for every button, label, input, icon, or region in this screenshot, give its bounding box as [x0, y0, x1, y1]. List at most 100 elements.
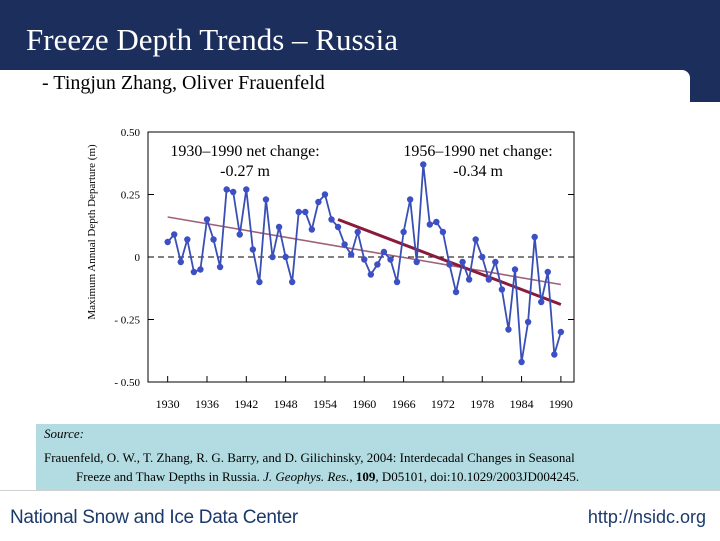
y-tick-label: 0.25 — [121, 190, 141, 202]
y-axis-label: Maximum Annual Depth Departure (m) — [86, 144, 98, 320]
data-point — [256, 278, 263, 286]
data-point — [551, 351, 558, 358]
data-point — [439, 228, 447, 236]
x-tick-label: 1948 — [274, 397, 298, 411]
footer: National Snow and Ice Data Center http:/… — [0, 490, 720, 541]
data-point — [387, 256, 394, 263]
data-point — [511, 266, 519, 273]
data-point — [531, 233, 538, 241]
citation-text: Frauenfeld, O. W., T. Zhang, R. G. Barry… — [44, 448, 714, 486]
data-point — [452, 288, 460, 296]
x-tick-label: 1984 — [510, 397, 534, 411]
data-point — [334, 223, 342, 231]
data-point — [243, 186, 250, 193]
y-axis-ticks: 0.50 0.25 0 - 0.25 - 0.50 — [114, 127, 574, 389]
slide-title: Freeze Depth Trends – Russia — [26, 22, 398, 57]
data-point — [524, 318, 532, 326]
data-point — [406, 196, 414, 203]
x-axis-ticks: 1930 1936 1942 1948 1954 1960 1966 1972 1978 1984… — [156, 376, 573, 411]
source-citation: Source: Frauenfeld, O. W., T. Zhang, R. … — [36, 424, 720, 490]
data-point — [308, 226, 316, 233]
citation-doi: , D05101, doi:10.1029/2003JD004245. — [375, 469, 580, 484]
citation-title-end: Freeze and Thaw Depths in Russia. — [76, 469, 264, 484]
citation-sep: , — [349, 469, 356, 484]
data-point — [420, 161, 427, 168]
data-point — [485, 276, 492, 283]
data-point — [223, 186, 230, 193]
data-point — [171, 231, 178, 238]
x-tick-label: 1936 — [195, 397, 219, 411]
data-point — [544, 268, 551, 276]
data-point — [433, 218, 440, 226]
trend-annotation-2-range: 1956–1990 net change: — [403, 143, 552, 160]
plot-frame — [147, 131, 575, 383]
data-point — [328, 216, 335, 223]
data-point — [321, 191, 329, 198]
data-point — [282, 253, 289, 261]
data-point — [413, 258, 420, 266]
data-point — [249, 246, 257, 253]
y-tick-label: 0 — [135, 252, 141, 264]
data-point — [446, 261, 453, 268]
x-tick-label: 1942 — [234, 397, 258, 411]
trend-annotation-1-value: -0.27 m — [220, 163, 270, 180]
org-name: National Snow and Ice Data Center — [10, 507, 298, 528]
data-point — [400, 228, 407, 236]
data-point — [210, 236, 217, 243]
data-point — [361, 256, 368, 263]
data-points — [164, 161, 565, 366]
series-polyline — [167, 164, 562, 363]
trend-annotation-2-value: -0.34 m — [453, 163, 503, 180]
data-point — [184, 236, 191, 243]
subtitle-band — [0, 70, 690, 102]
y-tick-label: - 0.50 — [114, 377, 140, 389]
x-tick-label: 1954 — [313, 397, 337, 411]
data-point — [505, 326, 512, 333]
data-point — [538, 298, 545, 306]
slide-subtitle: - Tingjun Zhang, Oliver Frauenfeld — [42, 72, 325, 94]
data-point — [197, 266, 204, 273]
source-label: Source: — [44, 426, 84, 441]
data-point — [203, 216, 211, 223]
x-tick-label: 1960 — [352, 397, 376, 411]
data-point — [288, 278, 296, 286]
data-point — [518, 358, 525, 366]
data-point — [374, 261, 381, 268]
trend-annotation-1-range: 1930–1990 net change: — [170, 143, 319, 160]
org-url[interactable]: http://nsidc.org — [587, 507, 706, 527]
data-point — [472, 236, 479, 243]
series-line — [167, 164, 562, 363]
data-point — [216, 263, 224, 271]
data-point — [190, 268, 198, 276]
data-point — [426, 221, 434, 228]
x-tick-label: 1978 — [470, 397, 494, 411]
data-point — [354, 228, 361, 236]
data-point — [347, 251, 355, 258]
data-point — [393, 278, 401, 286]
citation-volume: 109 — [355, 469, 376, 484]
data-point — [492, 258, 499, 266]
data-point — [367, 271, 375, 278]
x-tick-label: 1930 — [156, 397, 180, 411]
data-point — [177, 258, 184, 266]
data-point — [295, 208, 302, 216]
citation-line-2: Freeze and Thaw Depths in Russia. J. Geo… — [44, 467, 714, 486]
data-point — [557, 328, 565, 336]
trend-line-1 — [167, 216, 562, 286]
data-point — [164, 238, 171, 246]
data-point — [269, 253, 276, 261]
data-point — [315, 198, 322, 206]
x-tick-label: 1972 — [431, 397, 455, 411]
data-point — [230, 188, 237, 196]
x-tick-label: 1966 — [392, 397, 416, 411]
data-point — [262, 196, 270, 203]
y-tick-label: 0.50 — [121, 127, 141, 139]
data-point — [498, 286, 506, 293]
data-point — [341, 241, 348, 248]
data-point — [302, 208, 309, 216]
citation-line-1: Frauenfeld, O. W., T. Zhang, R. G. Barry… — [44, 450, 575, 465]
data-point — [236, 231, 243, 238]
data-point — [275, 223, 283, 231]
freeze-depth-chart: 0.500.250- 0.25- 0.50 1930 1936 1942 1948 19… — [86, 127, 575, 411]
citation-journal: J. Geophys. Res. — [263, 469, 350, 484]
